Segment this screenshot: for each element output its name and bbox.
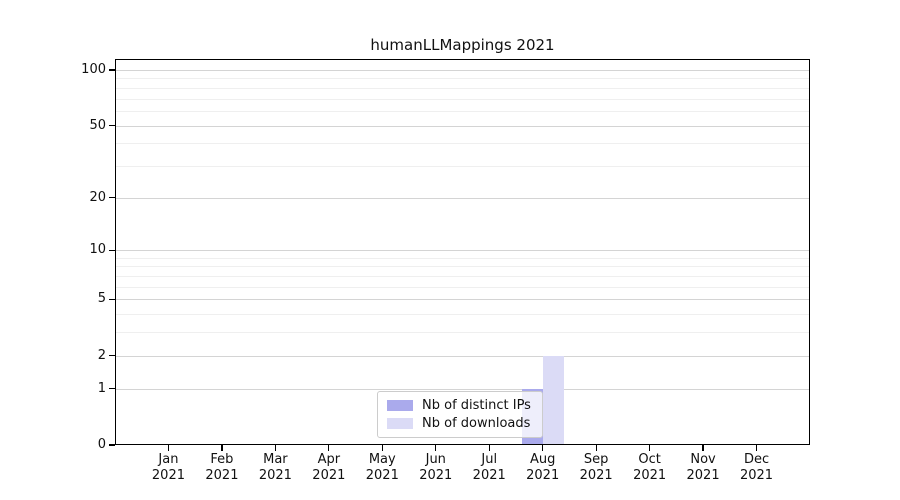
y-tick-label: 20 xyxy=(89,189,106,205)
x-tick-mark xyxy=(648,445,651,451)
x-tick-month: Sep xyxy=(583,452,609,467)
y-tick-mark xyxy=(109,249,115,251)
x-tick-label: Aug 2021 xyxy=(511,452,575,484)
y-tick-mark xyxy=(109,355,115,357)
x-tick-year: 2021 xyxy=(739,468,774,483)
y-gridline-minor xyxy=(116,143,809,144)
legend-label-downloads: Nb of downloads xyxy=(422,416,531,431)
x-tick-mark xyxy=(274,445,277,451)
legend: Nb of distinct IPs Nb of downloads xyxy=(377,391,543,438)
x-tick-mark xyxy=(755,445,758,451)
y-tick-label: 10 xyxy=(89,242,106,258)
legend-swatch-downloads xyxy=(387,418,413,429)
y-gridline-minor xyxy=(116,266,809,267)
y-tick-mark xyxy=(109,69,115,71)
x-tick-month: Jun xyxy=(425,452,446,467)
x-tick-mark xyxy=(595,445,597,451)
x-tick-label: Nov 2021 xyxy=(671,452,735,484)
x-tick-year: 2021 xyxy=(205,468,239,483)
x-tick-month: Nov xyxy=(690,452,716,467)
x-tick-year: 2021 xyxy=(312,468,346,483)
y-tick-mark xyxy=(109,124,115,127)
chart-title: humanLLMappings 2021 xyxy=(370,36,555,54)
y-tick-label: 100 xyxy=(81,62,106,77)
x-tick-year: 2021 xyxy=(365,468,399,483)
y-tick-mark xyxy=(109,196,115,199)
x-tick-year: 2021 xyxy=(151,468,185,483)
x-tick-mark xyxy=(702,445,704,451)
y-gridline-major xyxy=(116,299,809,300)
x-tick-label: Dec 2021 xyxy=(725,452,789,484)
legend-label-distinct-ips: Nb of distinct IPs xyxy=(422,398,531,413)
y-tick-mark xyxy=(109,444,115,446)
x-tick-year: 2021 xyxy=(579,468,613,483)
y-gridline-minor xyxy=(116,78,809,79)
x-tick-year: 2021 xyxy=(419,468,453,483)
x-tick-label: Oct 2021 xyxy=(618,452,682,484)
y-gridline-minor xyxy=(116,276,809,277)
y-gridline-major xyxy=(116,198,809,199)
y-tick-label: 1 xyxy=(97,380,106,396)
y-gridline-minor xyxy=(116,332,809,333)
x-tick-month: Jul xyxy=(481,452,498,467)
x-tick-year: 2021 xyxy=(258,468,292,483)
x-tick-year: 2021 xyxy=(633,468,667,483)
y-gridline-minor xyxy=(116,166,809,167)
x-tick-mark xyxy=(328,445,330,451)
x-tick-mark xyxy=(488,445,490,451)
x-tick-label: Jul 2021 xyxy=(457,452,521,484)
x-tick-year: 2021 xyxy=(472,468,506,483)
x-tick-mark xyxy=(167,445,170,451)
x-tick-month: Mar xyxy=(263,452,288,467)
y-gridline-major xyxy=(116,356,809,357)
y-gridline-minor xyxy=(116,88,809,89)
y-gridline-minor xyxy=(116,258,809,259)
legend-item-downloads: Nb of downloads xyxy=(387,416,533,431)
y-tick-mark xyxy=(109,298,115,301)
bar-downloads xyxy=(542,355,564,444)
x-tick-label: Mar 2021 xyxy=(243,452,307,484)
y-gridline-major xyxy=(116,250,809,251)
y-gridline-minor xyxy=(116,314,809,315)
x-tick-month: Dec xyxy=(743,452,770,467)
y-tick-mark xyxy=(109,388,115,390)
x-tick-mark xyxy=(381,445,383,451)
y-gridline-minor xyxy=(116,111,809,112)
y-tick-label: 50 xyxy=(89,117,106,133)
x-tick-label: Sep 2021 xyxy=(564,452,628,484)
y-gridline-major xyxy=(116,389,809,390)
legend-item-distinct-ips: Nb of distinct IPs xyxy=(387,398,533,413)
y-gridline-minor xyxy=(116,99,809,100)
x-tick-month: Feb xyxy=(210,452,234,467)
y-gridline-major xyxy=(116,126,809,127)
y-tick-label: 2 xyxy=(97,347,106,363)
plot-frame xyxy=(115,59,810,445)
x-tick-label: Jan 2021 xyxy=(136,452,200,484)
x-tick-label: Feb 2021 xyxy=(190,452,254,484)
x-tick-label: Jun 2021 xyxy=(404,452,468,484)
x-tick-mark xyxy=(435,445,437,451)
x-tick-month: Oct xyxy=(638,452,661,467)
x-tick-mark xyxy=(542,445,544,451)
x-tick-month: Aug xyxy=(529,452,556,467)
y-tick-label: 5 xyxy=(97,291,106,307)
x-tick-mark xyxy=(221,445,223,451)
x-tick-year: 2021 xyxy=(686,468,720,483)
x-tick-label: Apr 2021 xyxy=(297,452,361,484)
legend-swatch-distinct-ips xyxy=(387,400,413,411)
y-tick-label: 0 xyxy=(97,437,106,452)
x-tick-month: May xyxy=(368,452,396,467)
x-tick-label: May 2021 xyxy=(350,452,414,484)
x-tick-month: Apr xyxy=(317,452,341,467)
x-tick-month: Jan xyxy=(158,452,179,467)
y-gridline-minor xyxy=(116,287,809,288)
y-gridline-major xyxy=(116,70,809,71)
x-tick-year: 2021 xyxy=(526,468,560,483)
